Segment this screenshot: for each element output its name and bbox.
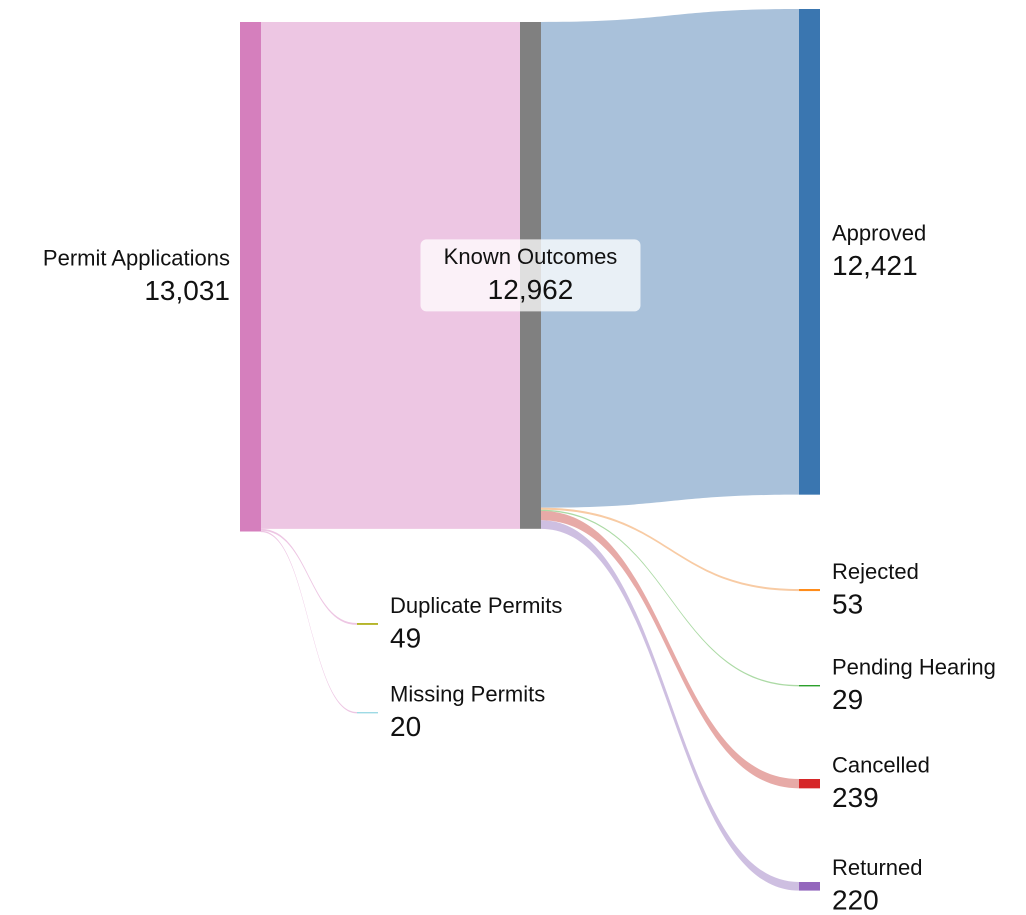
node-value: 12,421 (832, 250, 918, 281)
node (357, 712, 378, 714)
link (261, 530, 357, 714)
node (799, 685, 820, 687)
link (541, 510, 799, 789)
labels: Permit Applications 13,031 Known Outcomes 1… (43, 221, 996, 915)
node-value: 53 (832, 588, 863, 619)
node (799, 779, 820, 789)
node-value: 12,962 (488, 274, 574, 305)
node-name: Rejected (832, 559, 919, 584)
node-value: 239 (832, 782, 879, 813)
node (799, 882, 820, 891)
link (261, 22, 520, 529)
node-name: Pending Hearing (832, 655, 996, 680)
link (541, 509, 799, 687)
node-name: Known Outcomes (444, 244, 618, 269)
link (541, 520, 799, 891)
label-box (420, 239, 641, 312)
links (261, 9, 799, 891)
node-name: Missing Permits (390, 682, 545, 707)
node (357, 623, 378, 625)
node-value: 49 (390, 622, 421, 653)
node (799, 9, 820, 495)
node (240, 22, 261, 532)
node-name: Cancelled (832, 752, 930, 777)
node-name: Returned (832, 855, 923, 880)
node (799, 589, 820, 592)
node-value: 29 (832, 684, 863, 715)
node-value: 13,031 (144, 275, 230, 306)
node-name: Permit Applications (43, 246, 230, 271)
node-value: 20 (390, 711, 421, 742)
node-value: 220 (832, 885, 879, 915)
node-name: Duplicate Permits (390, 593, 562, 618)
node-name: Approved (832, 221, 926, 246)
nodes (240, 9, 820, 891)
link (541, 9, 799, 508)
link (541, 507, 799, 592)
link (261, 528, 357, 625)
